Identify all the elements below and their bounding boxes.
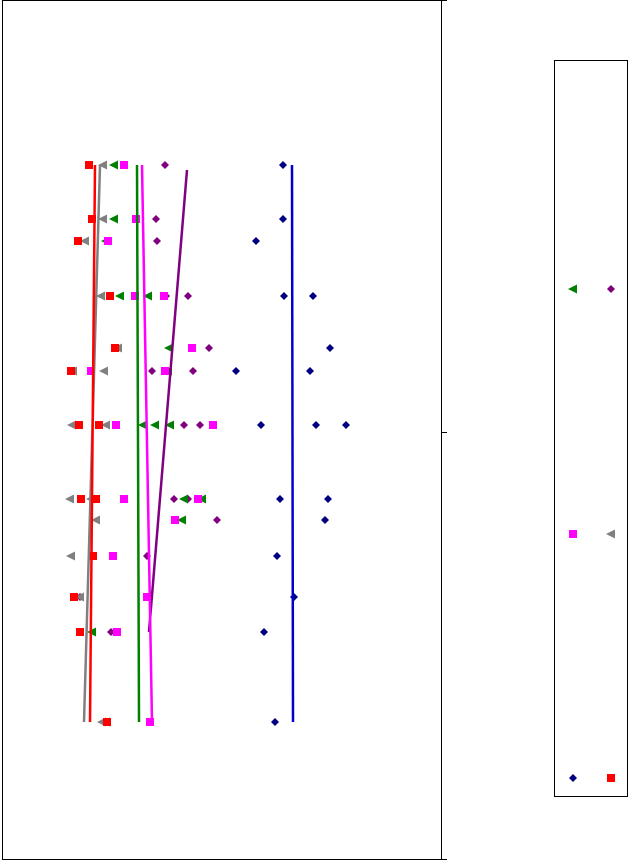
scatter-point bbox=[92, 495, 100, 503]
scatter-point bbox=[112, 421, 120, 429]
scatter-point bbox=[309, 292, 317, 300]
trend-line bbox=[147, 169, 189, 633]
scatter-point bbox=[91, 515, 100, 525]
scatter-point bbox=[109, 214, 118, 224]
scatter-point bbox=[170, 495, 178, 503]
scatter-point bbox=[160, 292, 168, 300]
legend-marker bbox=[607, 774, 615, 782]
scatter-point bbox=[184, 292, 192, 300]
scatter-point bbox=[165, 420, 174, 430]
scatter-point bbox=[180, 421, 188, 429]
scatter-point bbox=[95, 421, 103, 429]
scatter-point bbox=[279, 215, 287, 223]
scatter-point bbox=[188, 344, 196, 352]
scatter-point bbox=[279, 161, 287, 169]
scatter-point bbox=[273, 552, 281, 560]
scatter-point bbox=[324, 495, 332, 503]
trend-line bbox=[290, 164, 295, 723]
scatter-point bbox=[271, 718, 279, 726]
scatter-point bbox=[312, 421, 320, 429]
scatter-point bbox=[321, 516, 329, 524]
trend-line bbox=[135, 164, 141, 723]
scatter-point bbox=[115, 291, 124, 301]
scatter-point bbox=[103, 718, 111, 726]
scatter-point bbox=[104, 237, 112, 245]
scatter-point bbox=[65, 494, 74, 504]
scatter-point bbox=[74, 237, 82, 245]
trend-line bbox=[140, 164, 154, 723]
scatter-point bbox=[111, 344, 119, 352]
scatter-point bbox=[276, 495, 284, 503]
scatter-point bbox=[109, 552, 117, 560]
scatter-point bbox=[252, 237, 260, 245]
scatter-point bbox=[101, 420, 110, 430]
scatter-point bbox=[143, 291, 152, 301]
scatter-point bbox=[99, 366, 108, 376]
scatter-point bbox=[120, 161, 128, 169]
scatter-point bbox=[189, 367, 197, 375]
scatter-point bbox=[89, 552, 97, 560]
scatter-point bbox=[96, 291, 105, 301]
scatter-point bbox=[70, 593, 78, 601]
scatter-point bbox=[98, 160, 107, 170]
scatter-point bbox=[80, 236, 89, 246]
scatter-point bbox=[232, 367, 240, 375]
scatter-point bbox=[213, 516, 221, 524]
scatter-point bbox=[342, 421, 350, 429]
plot-frame bbox=[2, 0, 442, 860]
scatter-point bbox=[209, 421, 217, 429]
scatter-point bbox=[205, 344, 213, 352]
trend-line bbox=[88, 164, 97, 723]
scatter-point bbox=[257, 421, 265, 429]
legend-marker bbox=[569, 774, 577, 782]
scatter-point bbox=[161, 161, 169, 169]
scatter-point bbox=[164, 343, 173, 353]
scatter-point bbox=[196, 421, 204, 429]
scatter-point bbox=[67, 420, 76, 430]
scatter-point bbox=[194, 495, 202, 503]
scatter-point bbox=[171, 516, 179, 524]
scatter-point bbox=[177, 515, 186, 525]
scatter-point bbox=[138, 420, 147, 430]
scatter-point bbox=[148, 367, 156, 375]
scatter-point bbox=[106, 292, 114, 300]
scatter-point bbox=[113, 628, 121, 636]
scatter-point bbox=[109, 160, 118, 170]
legend-marker bbox=[568, 284, 577, 294]
scatter-point bbox=[75, 421, 83, 429]
scatter-point bbox=[85, 161, 93, 169]
scatter-point bbox=[153, 237, 161, 245]
scatter-point bbox=[260, 628, 268, 636]
legend-box bbox=[554, 60, 628, 797]
scatter-point bbox=[98, 214, 107, 224]
legend-marker bbox=[606, 529, 615, 539]
scatter-point bbox=[120, 495, 128, 503]
scatter-point bbox=[77, 495, 85, 503]
scatter-point bbox=[150, 420, 159, 430]
scatter-point bbox=[280, 292, 288, 300]
legend-marker bbox=[569, 530, 577, 538]
scatter-point bbox=[179, 494, 188, 504]
legend-marker bbox=[607, 285, 615, 293]
scatter-point bbox=[326, 344, 334, 352]
scatter-point bbox=[66, 551, 75, 561]
scatter-point bbox=[161, 367, 169, 375]
scatter-point bbox=[76, 628, 84, 636]
scatter-point bbox=[152, 215, 160, 223]
scatter-point bbox=[306, 367, 314, 375]
scatter-point bbox=[67, 367, 75, 375]
scatter-point bbox=[75, 592, 84, 602]
